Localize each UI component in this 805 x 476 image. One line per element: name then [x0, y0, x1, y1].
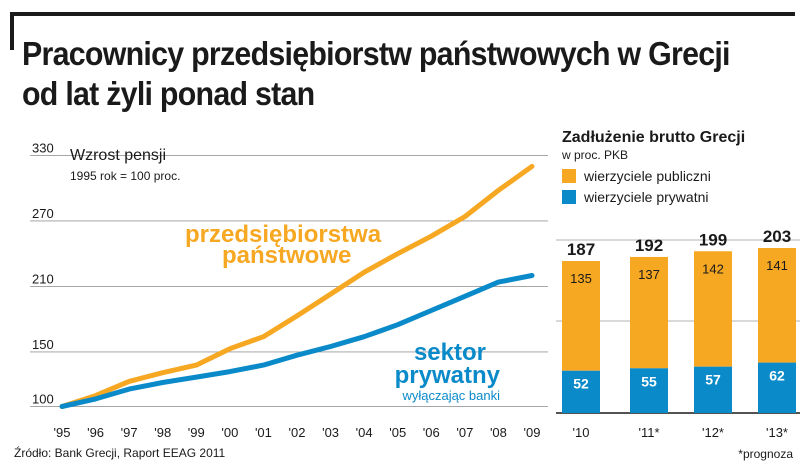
line-chart-gridlines [30, 155, 548, 407]
bar-label-public-0: 135 [570, 271, 592, 286]
series-note-excluding-banks: wyłączając banki [401, 388, 500, 403]
bar-label-private-0: 52 [573, 376, 589, 392]
frame-left-rule [10, 12, 14, 50]
bar-label-private-3: 62 [769, 368, 785, 384]
y-tick-label-330: 330 [32, 140, 54, 155]
legend-swatch-private [562, 190, 576, 204]
bar-category-label-2: '12* [702, 425, 724, 440]
bar-label-public-3: 141 [766, 258, 788, 273]
bar-total-label-2: 199 [699, 230, 727, 249]
series-label-state-enterprises-line-1: przedsiębiorstwa [185, 221, 382, 248]
bar-private-1 [630, 368, 668, 413]
frame-top-rule [10, 12, 795, 16]
bar-public-0 [562, 261, 600, 371]
source-note: Źródło: Bank Grecji, Raport EEAG 2011 [14, 446, 226, 460]
x-tick-label-13: '08 [490, 425, 507, 440]
y-tick-label-210: 210 [32, 271, 54, 286]
x-tick-label-10: '05 [389, 425, 406, 440]
x-tick-label-5: '00 [221, 425, 238, 440]
title-line-2: od lat żyli ponad stan [22, 75, 315, 112]
salary-growth-line-chart: 100 150 210 270 330 '95 '96 '97 '98 '99 '00 '01 '02… [30, 140, 548, 440]
line-chart-x-tick-labels: '95 '96 '97 '98 '99 '00 '01 '02 '03 '04 '05 '06 '07 '… [54, 425, 541, 440]
x-tick-label-9: '04 [356, 425, 373, 440]
bar-category-label-1: '11* [638, 425, 659, 440]
x-tick-label-12: '07 [456, 425, 473, 440]
bar-private-3 [758, 362, 796, 413]
line-chart-title: Wzrost pensji [70, 147, 166, 164]
series-label-private-sector-line-1: sektor [414, 339, 486, 366]
line-chart-y-tick-labels: 100 150 210 270 330 [32, 140, 54, 406]
x-tick-label-1: '96 [87, 425, 104, 440]
bar-label-public-2: 142 [702, 261, 724, 276]
legend-swatch-public [562, 169, 576, 183]
bar-chart-title: Zadłużenie brutto Grecji [562, 129, 745, 146]
bar-private-0 [562, 370, 600, 413]
legend-label-public: wierzyciele publiczni [583, 168, 711, 184]
bar-public-2 [694, 251, 732, 367]
line-chart-subtitle: 1995 rok = 100 proc. [70, 169, 180, 183]
bar-private-2 [694, 366, 732, 413]
y-tick-label-150: 150 [32, 337, 54, 352]
bar-category-label-3: '13* [766, 425, 788, 440]
x-tick-label-0: '95 [54, 425, 71, 440]
series-line-0 [59, 163, 535, 409]
bar-total-label-3: 203 [763, 227, 791, 246]
forecast-footnote: *prognoza [738, 447, 793, 461]
legend-label-private: wierzyciele prywatni [583, 189, 708, 205]
bar-label-private-1: 55 [641, 373, 657, 389]
page-title: Pracownicy przedsiębiorstw państwowych w… [22, 34, 735, 114]
x-tick-label-11: '06 [423, 425, 440, 440]
y-tick-label-100: 100 [32, 392, 54, 407]
title-line-1: Pracownicy przedsiębiorstw państwowych w… [22, 35, 731, 72]
x-tick-label-4: '99 [188, 425, 205, 440]
line-chart-series [59, 163, 535, 409]
series-label-private-sector-line-2: prywatny [395, 362, 501, 389]
bar-public-3 [758, 248, 796, 363]
bar-total-label-1: 192 [635, 236, 663, 255]
bar-label-private-2: 57 [705, 372, 721, 388]
series-line-1 [59, 273, 535, 409]
bar-total-label-0: 187 [567, 240, 595, 259]
x-tick-label-3: '98 [154, 425, 171, 440]
gross-debt-stacked-bar-chart: Zadłużenie brutto Grecji w proc. PKB wie… [556, 129, 800, 440]
bar-chart-subtitle: w proc. PKB [561, 148, 628, 162]
bar-public-1 [630, 256, 668, 369]
series-label-state-enterprises-line-2: państwowe [222, 242, 351, 269]
x-tick-label-8: '03 [322, 425, 339, 440]
x-tick-label-6: '01 [255, 425, 272, 440]
x-tick-label-7: '02 [289, 425, 306, 440]
bar-chart-bars: 135 52 187 '10 137 55 192 '11* 142 57 199 '12* 141 62… [562, 227, 796, 440]
bar-label-public-1: 137 [638, 267, 660, 282]
x-tick-label-14: '09 [524, 425, 541, 440]
x-tick-label-2: '97 [121, 425, 138, 440]
y-tick-label-270: 270 [32, 206, 54, 221]
bar-category-label-0: '10 [573, 425, 590, 440]
